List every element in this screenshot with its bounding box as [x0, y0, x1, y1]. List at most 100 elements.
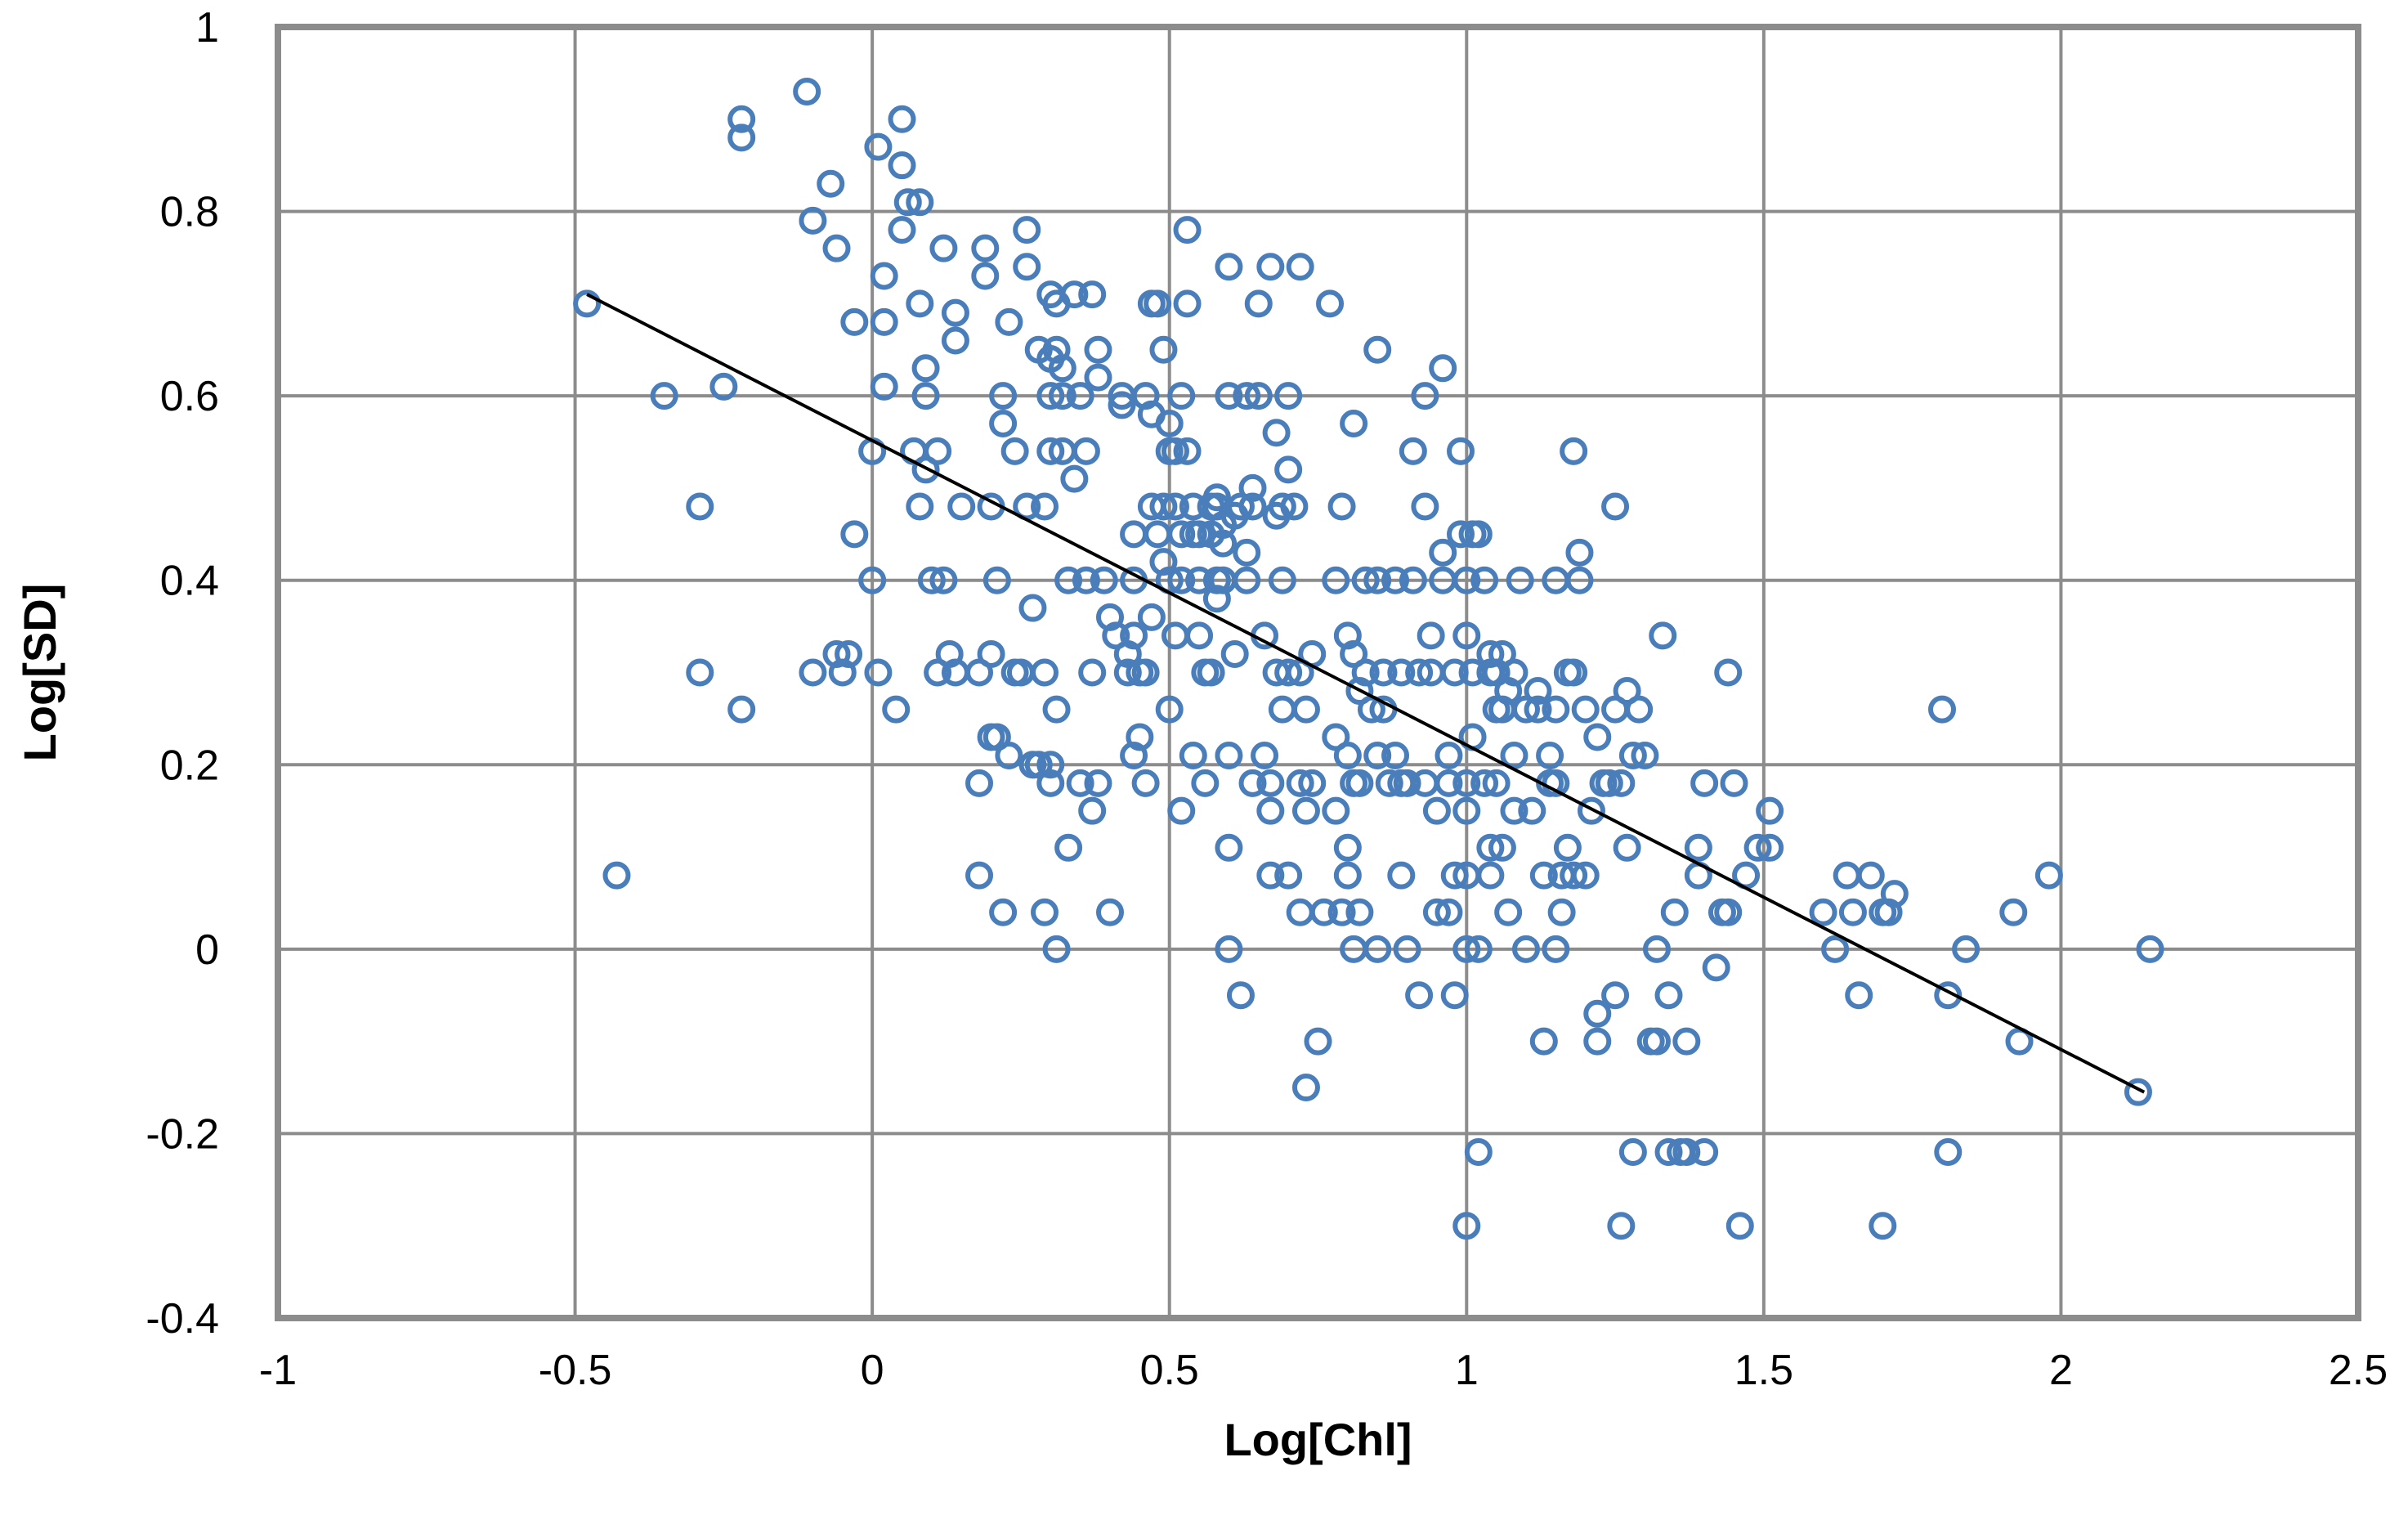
data-point-2	[650, 382, 678, 410]
data-point-63	[1000, 437, 1029, 465]
data-point-310	[1560, 437, 1588, 465]
data-point-117	[1131, 769, 1160, 797]
data-point-291	[1500, 796, 1528, 825]
data-point-324	[1601, 492, 1630, 521]
data-point-181	[1256, 796, 1285, 825]
data-point-319	[1583, 1027, 1612, 1056]
data-point-315	[1571, 861, 1600, 890]
data-point-100	[1084, 335, 1112, 364]
data-point-214	[1333, 833, 1362, 862]
x-tick-label-5: 1.5	[1734, 1347, 1793, 1394]
data-point-60	[989, 382, 1018, 410]
data-point-24	[870, 372, 898, 401]
data-point-159	[1209, 529, 1238, 558]
data-point-109	[1113, 658, 1142, 687]
data-point-371	[1952, 935, 1981, 963]
y-tick-label-1: 0.8	[160, 189, 219, 236]
data-point-350	[1714, 658, 1743, 687]
data-point-260	[1447, 437, 1475, 465]
data-point-145	[1179, 742, 1207, 770]
data-point-84	[1042, 935, 1071, 963]
data-point-211	[1327, 492, 1356, 521]
data-point-49	[965, 769, 994, 797]
data-point-89	[1054, 833, 1083, 862]
data-point-168	[1226, 981, 1255, 1010]
data-point-335	[1642, 935, 1671, 963]
data-point-296	[1524, 695, 1552, 724]
data-point-304	[1542, 695, 1570, 724]
data-point-195	[1286, 253, 1314, 281]
data-point-3	[686, 492, 714, 521]
x-axis-title: Log[Chl]	[1224, 1414, 1412, 1465]
data-point-223	[1351, 658, 1380, 687]
data-point-28	[888, 151, 916, 180]
data-point-137	[1167, 796, 1196, 825]
data-point-1	[602, 861, 631, 890]
data-point-327	[1607, 769, 1636, 797]
data-point-53	[977, 639, 1005, 668]
data-point-16	[835, 639, 863, 668]
data-point-11	[799, 658, 827, 687]
data-point-252	[1429, 538, 1457, 567]
data-point-175	[1238, 473, 1267, 502]
data-point-174	[1238, 492, 1267, 521]
data-point-288	[1494, 898, 1523, 926]
data-point-173	[1238, 769, 1267, 797]
data-point-162	[1215, 833, 1243, 862]
data-point-165	[1215, 382, 1243, 410]
data-point-312	[1560, 861, 1588, 890]
y-tick-label-4: 0.2	[160, 742, 219, 789]
data-point-318	[1583, 723, 1612, 751]
data-point-136	[1167, 382, 1196, 410]
data-point-282	[1482, 769, 1511, 797]
data-point-105	[1096, 898, 1124, 926]
data-point-348	[1702, 953, 1730, 982]
data-point-140	[1173, 216, 1202, 244]
data-point-6	[727, 105, 756, 133]
data-point-251	[1429, 354, 1457, 383]
data-point-102	[1084, 769, 1112, 797]
data-point-302	[1542, 935, 1570, 963]
data-point-4	[686, 658, 714, 687]
data-point-338	[1654, 1137, 1683, 1166]
y-tick-label-2: 0.6	[160, 373, 219, 420]
data-point-139	[1167, 520, 1196, 549]
data-point-67	[1013, 253, 1041, 281]
data-point-343	[1672, 1027, 1701, 1056]
data-point-123	[1137, 603, 1166, 631]
data-point-129	[1155, 409, 1184, 437]
data-point-188	[1268, 566, 1296, 594]
data-point-36	[911, 382, 940, 410]
data-point-56	[982, 566, 1011, 594]
data-point-59	[989, 409, 1018, 437]
data-point-332	[1625, 695, 1654, 724]
data-point-75	[1031, 898, 1059, 926]
data-point-208	[1322, 566, 1350, 594]
data-point-138	[1167, 566, 1196, 594]
y-tick-label-7: -0.4	[145, 1295, 219, 1343]
data-point-353	[1725, 1212, 1754, 1240]
data-point-317	[1577, 796, 1605, 825]
data-point-141	[1173, 289, 1202, 318]
data-point-204	[1304, 1027, 1332, 1056]
data-point-229	[1363, 935, 1392, 963]
data-point-372	[1999, 898, 2028, 926]
data-point-32	[906, 188, 934, 217]
data-point-331	[1618, 1137, 1647, 1166]
data-point-201	[1291, 695, 1320, 724]
data-point-370	[1934, 981, 1963, 1010]
data-point-142	[1173, 437, 1202, 465]
data-point-306	[1547, 898, 1576, 926]
data-point-90	[1054, 566, 1083, 594]
data-point-290	[1500, 742, 1528, 770]
data-point-376	[2136, 935, 2164, 963]
data-point-186	[1262, 419, 1291, 447]
data-point-61	[995, 742, 1023, 770]
data-point-213	[1333, 742, 1362, 770]
data-point-189	[1268, 492, 1296, 521]
data-point-96	[1072, 566, 1100, 594]
data-point-80	[1036, 751, 1065, 779]
data-point-127	[1149, 492, 1178, 521]
x-tick-label-4: 1	[1455, 1347, 1479, 1394]
